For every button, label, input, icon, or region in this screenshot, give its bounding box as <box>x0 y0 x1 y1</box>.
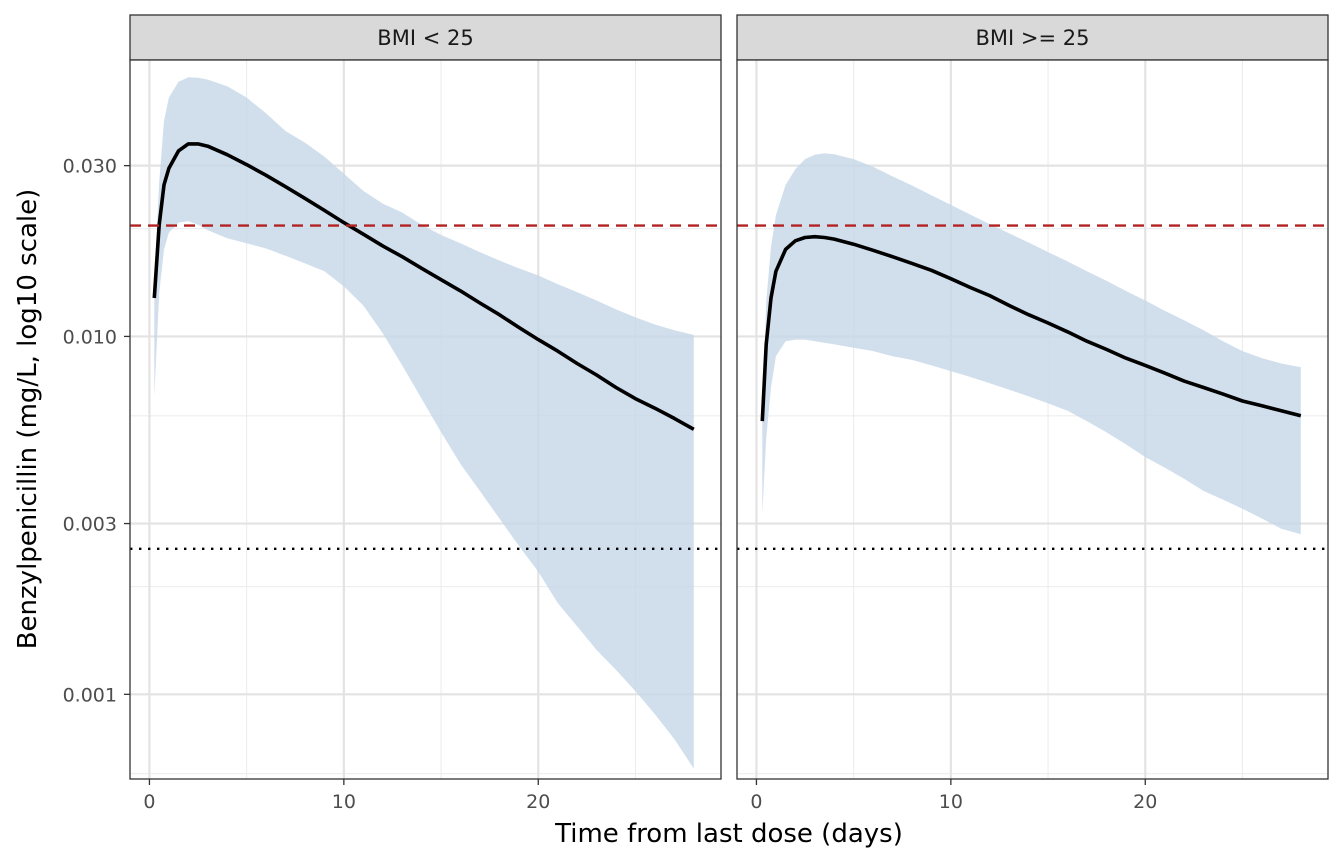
x-tick-label: 0 <box>750 791 762 813</box>
y-tick-label: 0.001 <box>63 684 117 706</box>
x-tick-label: 20 <box>1133 791 1157 813</box>
strip-background <box>129 14 722 61</box>
reference-lines <box>737 224 1328 551</box>
panel-border <box>129 59 722 780</box>
x-tick-label: 10 <box>939 791 963 813</box>
median-line-layer <box>760 234 1302 422</box>
reference-lines <box>130 224 721 551</box>
y-tick-label: 0.010 <box>63 326 117 348</box>
strip-label: BMI >= 25 <box>976 26 1090 50</box>
prediction-interval-ribbon <box>154 77 694 769</box>
strip-background <box>736 14 1329 61</box>
x-axis-title: Time from last dose (days) <box>554 819 903 849</box>
prediction-interval-layer <box>154 77 694 769</box>
x-axis: 0 10 20 0 10 20 <box>143 779 1157 813</box>
panel-bmi-under-25: BMI < 25 <box>129 14 722 780</box>
panel-border <box>736 59 1329 780</box>
median-line <box>760 234 1302 422</box>
panel-bmi-over-25: BMI >= 25 <box>736 14 1329 780</box>
prediction-interval-ribbon <box>762 153 1301 535</box>
y-axis: 0.001 0.003 0.010 0.030 <box>63 156 130 706</box>
strip-label: BMI < 25 <box>377 26 473 50</box>
prediction-interval-layer <box>762 153 1301 535</box>
x-tick-label: 10 <box>332 791 356 813</box>
y-axis-title: Benzylpenicillin (mg/L, log10 scale) <box>13 189 43 650</box>
y-tick-label: 0.030 <box>63 156 117 178</box>
median-line <box>152 142 695 431</box>
median-line-layer <box>152 142 695 431</box>
grid-lines <box>737 60 1328 779</box>
y-tick-label: 0.003 <box>63 514 117 536</box>
x-tick-label: 0 <box>143 791 155 813</box>
x-tick-label: 20 <box>526 791 550 813</box>
